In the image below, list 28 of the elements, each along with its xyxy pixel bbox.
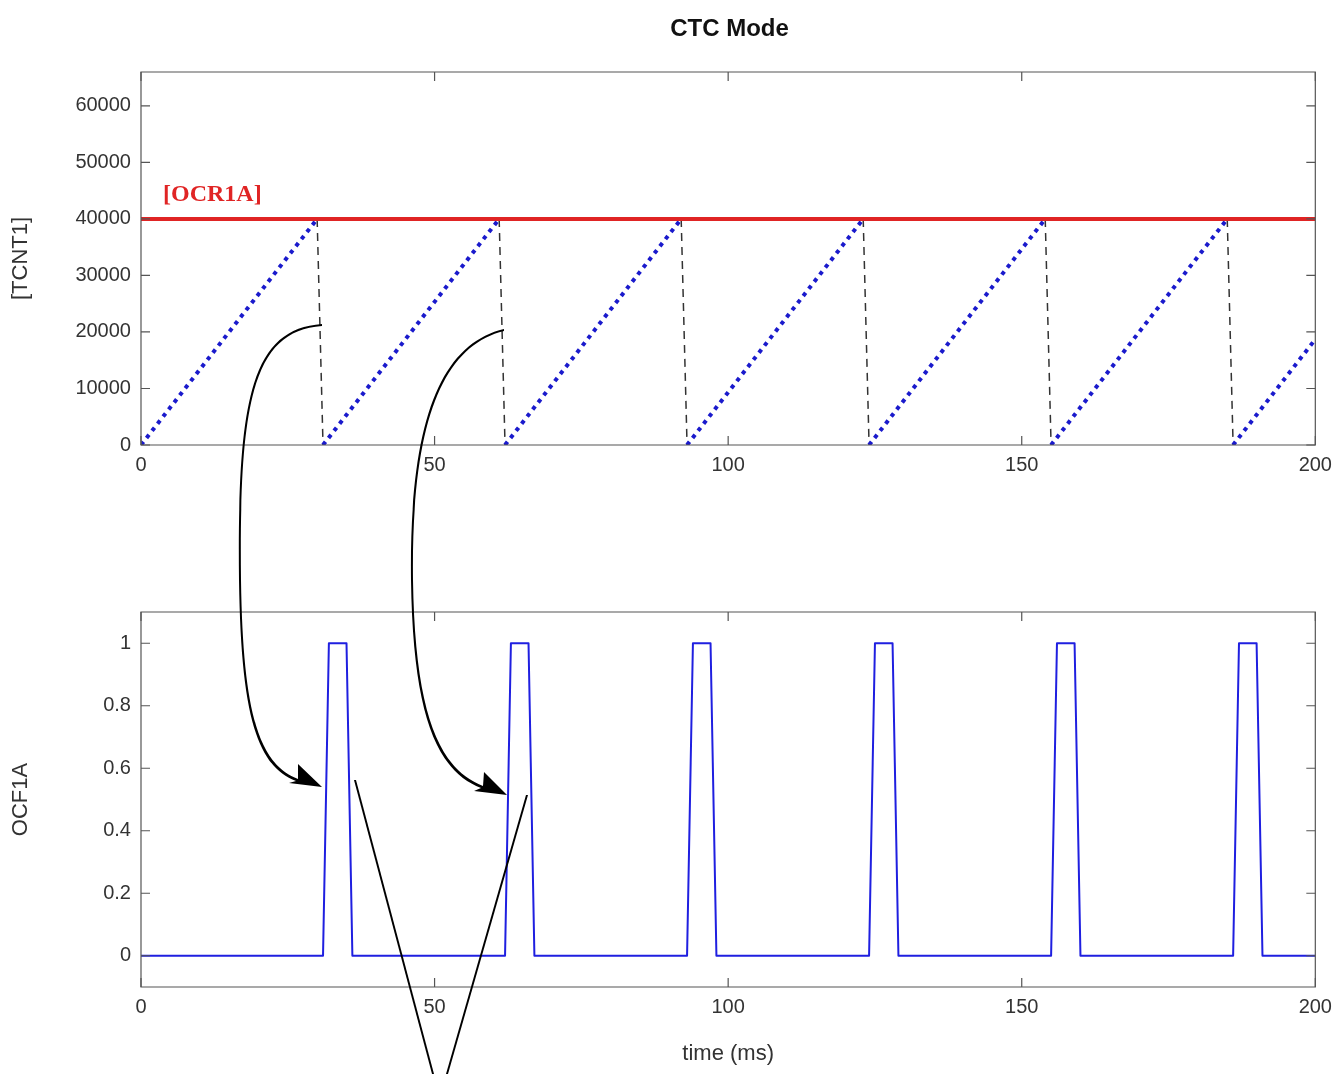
y-tick-label: 0.2 <box>103 880 131 903</box>
x-tick-label: 200 <box>1298 452 1332 475</box>
y-tick-label: 60000 <box>75 93 131 116</box>
x-tick-label: 150 <box>1005 452 1039 475</box>
y-tick-label: 0.8 <box>103 693 131 716</box>
ref-line-label: [OCR1A] <box>163 180 262 207</box>
y-tick-label: 1 <box>119 630 131 653</box>
chart-title: CTC Mode <box>669 14 790 42</box>
x-axis-title: time (ms) <box>682 1039 774 1065</box>
y-tick-label: 50000 <box>75 149 131 172</box>
y-tick-label: 10000 <box>75 376 131 398</box>
x-tick-label: 100 <box>711 994 745 1017</box>
y-tick-label: 40000 <box>75 206 131 229</box>
y-tick-label: 0.4 <box>103 818 131 841</box>
x-tick-label: 100 <box>711 452 745 475</box>
y-tick-label: 0 <box>119 943 131 966</box>
x-tick-label: 0 <box>135 452 147 475</box>
x-tick-label: 200 <box>1298 994 1332 1017</box>
x-tick-label: 50 <box>423 994 446 1017</box>
x-tick-label: 50 <box>423 452 446 475</box>
x-tick-label: 0 <box>135 994 147 1017</box>
y-tick-label: 30000 <box>75 262 131 285</box>
y-tick-label: 0.6 <box>103 755 131 778</box>
y-axis-title: OCF1A <box>7 762 33 837</box>
y-axis-title: [TCNT1] <box>7 216 33 301</box>
y-tick-label: 20000 <box>75 319 131 342</box>
x-tick-label: 150 <box>1005 994 1039 1017</box>
y-tick-label: 0 <box>119 432 131 455</box>
